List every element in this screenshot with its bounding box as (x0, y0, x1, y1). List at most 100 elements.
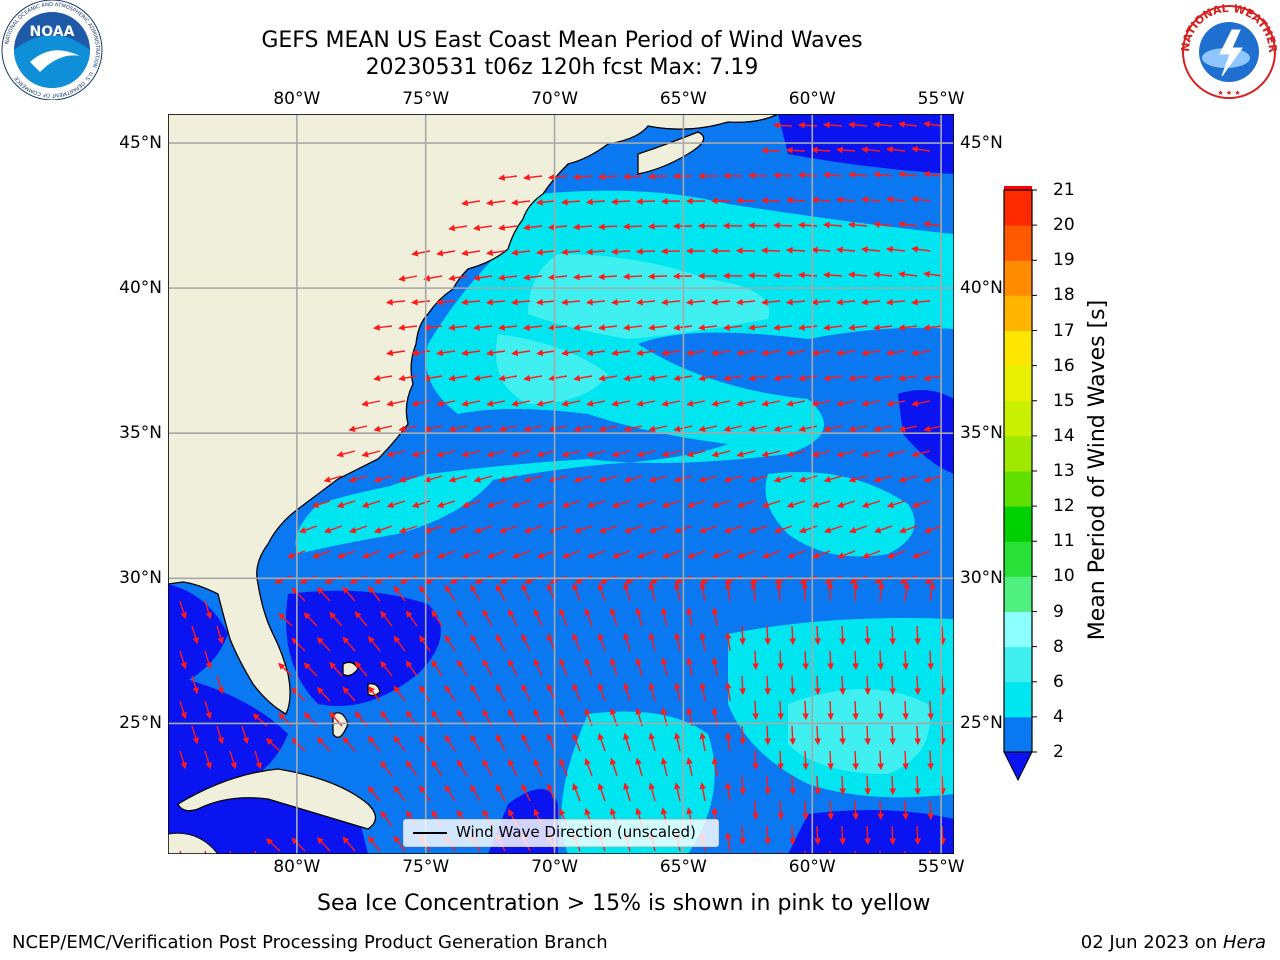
wave-direction-arrow (685, 298, 706, 306)
wave-direction-arrow (487, 550, 506, 559)
wave-direction-arrow (393, 835, 406, 852)
wave-direction-arrow (872, 271, 893, 278)
wave-direction-arrow (204, 700, 212, 720)
wave-direction-arrow (470, 584, 481, 602)
wave-direction-arrow (622, 273, 643, 280)
wave-direction-arrow (886, 196, 906, 203)
wave-direction-arrow (648, 324, 668, 331)
wave-direction-arrow (824, 575, 843, 584)
tick-label: 30°N (119, 568, 162, 589)
wave-direction-arrow (849, 575, 868, 584)
wave-direction-arrow (873, 425, 893, 433)
wave-direction-arrow (886, 246, 906, 253)
wave-direction-arrow (674, 632, 681, 652)
colorbar-segment (1004, 365, 1032, 402)
wave-direction-arrow (648, 682, 656, 702)
wave-direction-arrow (329, 661, 343, 677)
wave-direction-arrow (785, 147, 806, 154)
colorbar-segment (1004, 646, 1032, 683)
wave-direction-arrow (587, 550, 606, 559)
wave-direction-arrow (533, 658, 543, 677)
wave-direction-arrow (348, 525, 368, 534)
wave-direction-arrow (848, 525, 868, 534)
wave-direction-arrow (623, 582, 631, 602)
wave-direction-arrow (872, 171, 893, 178)
wave-direction-arrow (523, 425, 543, 433)
wave-direction-arrow (533, 758, 543, 777)
wave-direction-arrow (847, 271, 868, 279)
wave-direction-arrow (873, 475, 893, 483)
wave-direction-arrow (789, 675, 796, 696)
wave-direction-arrow (877, 750, 884, 771)
wave-direction-arrow (697, 272, 718, 280)
wave-direction-arrow (698, 475, 718, 483)
wave-direction-arrow (911, 246, 931, 253)
wave-direction-arrow (860, 246, 881, 254)
wave-direction-arrow (303, 612, 318, 627)
wave-direction-arrow (586, 500, 606, 508)
wave-direction-arrow (560, 248, 581, 256)
colorbar (1003, 186, 1037, 782)
wave-direction-arrow (448, 374, 468, 382)
wave-direction-arrow (814, 775, 821, 796)
wave-direction-arrow (923, 425, 943, 433)
wave-direction-arrow (752, 700, 759, 721)
wave-direction-arrow (911, 400, 931, 407)
wave-direction-arrow (436, 400, 456, 407)
colorbar-tick-label: 21 (1053, 180, 1075, 200)
wave-direction-arrow (648, 782, 656, 802)
wave-direction-arrow (802, 800, 809, 821)
wave-direction-arrow (204, 600, 212, 620)
wave-direction-arrow (368, 586, 381, 602)
wave-direction-arrow (611, 450, 631, 458)
wave-direction-arrow (405, 610, 418, 627)
wave-direction-arrow (710, 298, 731, 306)
wave-direction-arrow (872, 121, 893, 128)
wave-direction-arrow (699, 732, 707, 752)
wave-direction-arrow (498, 274, 518, 281)
wave-direction-arrow (648, 525, 668, 534)
wave-direction-arrow (536, 400, 556, 407)
wave-direction-arrow (521, 583, 531, 602)
wave-direction-arrow (635, 298, 656, 306)
wave-direction-arrow (598, 525, 618, 534)
wave-direction-arrow (660, 298, 681, 306)
wave-direction-arrow (521, 783, 531, 802)
wave-direction-arrow (747, 222, 768, 229)
wave-direction-arrow (775, 581, 783, 602)
wave-direction-arrow (597, 782, 606, 802)
wave-direction-arrow (423, 374, 443, 382)
wave-direction-arrow (473, 425, 493, 433)
wave-direction-arrow (761, 450, 781, 458)
wave-direction-arrow (611, 349, 631, 357)
wave-direction-arrow (444, 584, 456, 602)
wave-direction-arrow (637, 550, 656, 559)
wave-direction-arrow (748, 324, 768, 331)
footer-org: NCEP/EMC/Verification Post Processing Pr… (12, 932, 608, 953)
wave-direction-arrow (911, 349, 931, 357)
wave-direction-arrow (398, 425, 418, 433)
wave-direction-arrow (499, 575, 518, 584)
wave-direction-arrow (711, 400, 731, 407)
wave-direction-arrow (861, 500, 881, 508)
wave-direction-arrow (329, 611, 343, 627)
wave-direction-arrow (241, 725, 249, 745)
wave-direction-arrow (864, 825, 871, 846)
footer-date-text: 02 Jun 2023 on (1080, 932, 1223, 953)
wave-direction-arrow (523, 274, 543, 281)
wave-direction-arrow (885, 298, 906, 306)
wave-direction-arrow (898, 425, 918, 433)
wave-direction-arrow (797, 121, 818, 129)
wave-direction-arrow (660, 757, 668, 777)
wave-direction-arrow (636, 450, 656, 458)
wave-direction-arrow (923, 170, 943, 178)
wave-direction-arrow (777, 750, 784, 771)
legend-label: Wind Wave Direction (unscaled) (456, 823, 696, 841)
wave-direction-arrow (761, 400, 781, 407)
wave-direction-arrow (316, 837, 331, 852)
tick-label: 80°W (273, 89, 321, 109)
colorbar-segment (1004, 506, 1032, 542)
wave-direction-arrow (914, 675, 921, 696)
wave-direction-arrow (811, 349, 831, 357)
wave-direction-arrow (348, 425, 368, 433)
